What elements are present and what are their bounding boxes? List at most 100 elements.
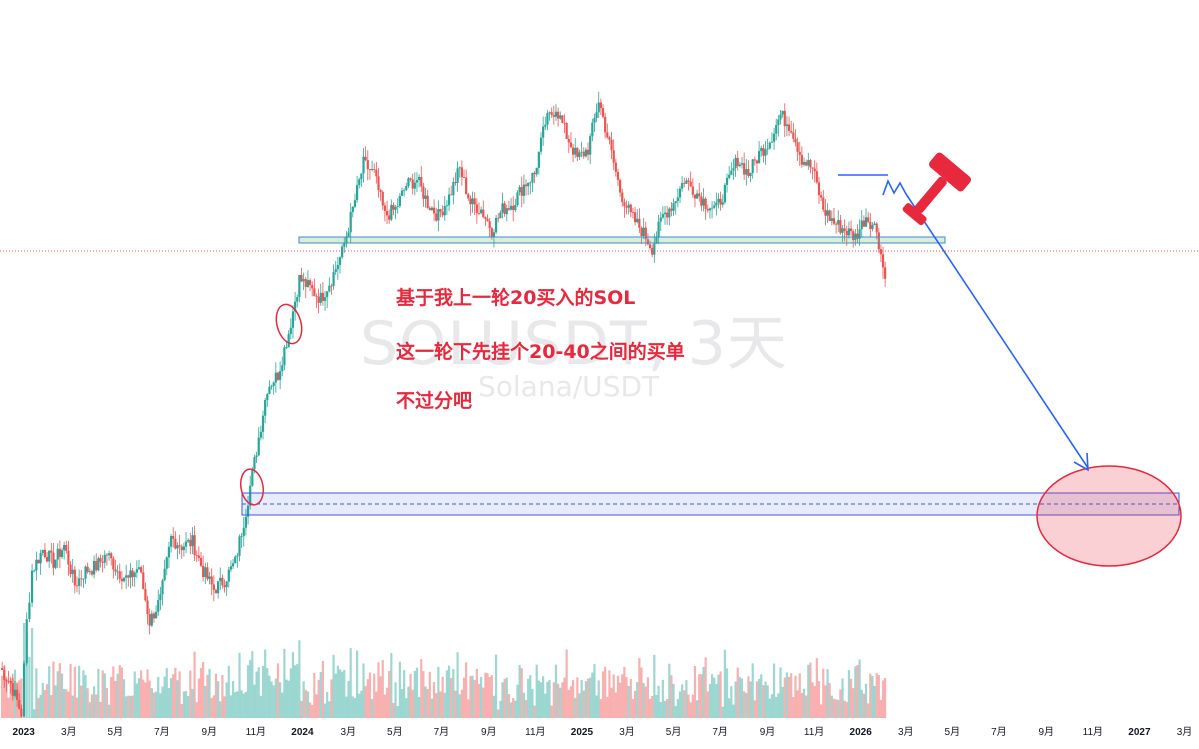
- candle-body: [586, 149, 590, 155]
- volume-bar: [745, 692, 748, 718]
- candle-body: [11, 683, 14, 696]
- candle-body: [92, 560, 96, 575]
- candle-body: [184, 541, 188, 547]
- x-tick-label: 2025: [571, 727, 594, 738]
- candle-body: [150, 613, 153, 626]
- volume-bar: [272, 685, 275, 718]
- x-tick-label: 9月: [1038, 726, 1054, 738]
- volume-bar: [238, 652, 241, 718]
- candle-body: [268, 386, 271, 394]
- candle-body: [672, 203, 675, 211]
- candle-body: [430, 207, 434, 211]
- volume-bar: [524, 699, 528, 718]
- candle-body: [28, 602, 31, 620]
- target-ellipse[interactable]: [1036, 465, 1182, 567]
- volume-bar: [279, 682, 282, 718]
- x-tick-label: 3月: [898, 726, 914, 738]
- candle-body: [698, 193, 701, 197]
- volume-bar: [644, 686, 647, 718]
- candle-body: [5, 679, 8, 682]
- volume-bar: [332, 654, 335, 718]
- candle-body: [509, 205, 513, 210]
- candle-body: [482, 209, 485, 218]
- volume-bar: [488, 677, 491, 718]
- volume-bar: [84, 675, 87, 718]
- volume-bar: [283, 648, 286, 718]
- candle-body: [458, 167, 461, 169]
- candle-body: [875, 223, 878, 233]
- candle-body: [234, 556, 237, 564]
- candle-body: [428, 207, 431, 211]
- x-tick-label: 11月: [1083, 726, 1103, 738]
- volume-bar: [276, 663, 280, 718]
- candle-body: [772, 133, 776, 142]
- candle-body: [125, 575, 128, 578]
- volume-bar: [142, 679, 145, 718]
- candle-body: [356, 185, 359, 201]
- volume-bar: [706, 691, 709, 718]
- volume-bar: [499, 700, 502, 718]
- volume-bar: [856, 664, 859, 718]
- volume-bar: [343, 670, 346, 718]
- volume-bar: [604, 666, 607, 718]
- volume-bar: [651, 696, 654, 718]
- volume-bar: [300, 700, 303, 718]
- volume-bar: [392, 703, 395, 718]
- volume-bar: [881, 680, 885, 718]
- volume-bar: [159, 693, 162, 718]
- candle-body: [270, 386, 273, 387]
- volume-bar: [285, 679, 288, 718]
- volume-bar: [296, 664, 299, 718]
- candle-body: [142, 572, 145, 590]
- resistance-band[interactable]: [298, 236, 946, 244]
- candle-body: [16, 689, 19, 700]
- volume-bar: [486, 673, 489, 718]
- volume-bar: [107, 704, 111, 718]
- candle-body: [223, 585, 226, 588]
- candle-body: [349, 212, 352, 233]
- volume-bar: [9, 679, 12, 718]
- candle-body: [790, 131, 793, 133]
- candle-body: [689, 181, 692, 187]
- candle-body: [653, 243, 656, 255]
- volume-bar: [443, 692, 446, 718]
- volume-bar: [723, 649, 726, 718]
- candle-body: [638, 218, 641, 228]
- candle-body: [432, 207, 436, 214]
- volume-bar: [867, 703, 870, 718]
- volume-bar: [685, 680, 688, 718]
- x-tick-label: 7月: [434, 726, 450, 738]
- volume-bar: [721, 706, 724, 718]
- volume-bar: [37, 697, 40, 718]
- volume-bar: [208, 668, 211, 718]
- candle-body: [610, 139, 613, 151]
- volume-bar: [518, 665, 521, 718]
- volume-bar: [308, 702, 312, 718]
- candle-body: [760, 147, 763, 152]
- volume-bar: [484, 672, 487, 718]
- volume-bar: [480, 677, 483, 718]
- volume-bar: [725, 668, 729, 718]
- candle-body: [293, 301, 297, 312]
- candle-body: [154, 611, 158, 619]
- candle-body: [871, 224, 874, 230]
- annotation-line-1: 基于我上一轮20买入的SOL: [396, 287, 636, 309]
- candle-body: [809, 160, 812, 168]
- volume-bar: [313, 672, 316, 718]
- candle-body: [189, 539, 192, 547]
- volume-bar: [606, 696, 609, 718]
- volume-bar: [317, 679, 320, 718]
- candle-body: [567, 138, 570, 143]
- volume-bar: [229, 695, 233, 718]
- x-tick-label: 2023: [13, 727, 36, 738]
- candle-body: [580, 151, 583, 153]
- volume-bar: [563, 677, 566, 718]
- candle-body: [531, 172, 534, 183]
- volume-bar: [174, 667, 177, 718]
- volume-bar: [507, 694, 511, 718]
- candle-body: [383, 205, 387, 211]
- x-tick-label: 7月: [154, 726, 170, 738]
- candle-body: [80, 578, 83, 580]
- candle-body: [687, 180, 690, 182]
